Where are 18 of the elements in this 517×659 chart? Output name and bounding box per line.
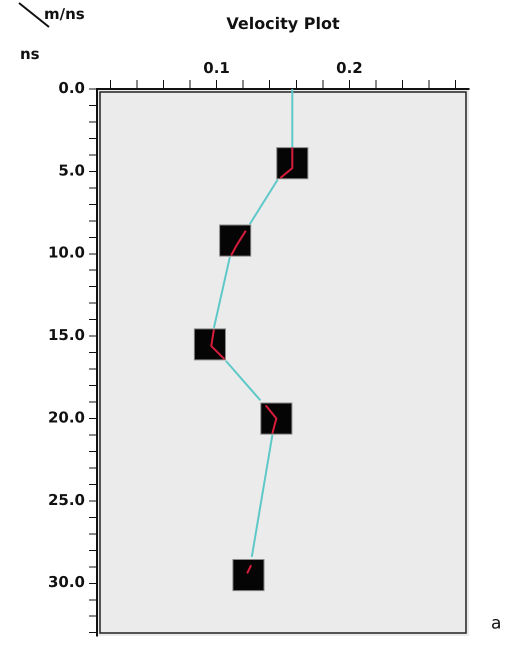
y-axis-title: ns (20, 44, 40, 63)
y-tick-label: 20.0 (48, 408, 85, 426)
y-tick-label: 15.0 (48, 326, 85, 344)
y-tick-label: 0.0 (58, 78, 85, 97)
point (260, 402, 292, 435)
y-tick-label: 5.0 (58, 161, 85, 180)
point (232, 558, 265, 592)
x-axis-title: m/ns (44, 4, 85, 23)
chart-title: Velocity Plot (226, 14, 340, 34)
y-tick-label: 10.0 (48, 244, 85, 262)
point (276, 147, 308, 180)
point (219, 224, 252, 257)
x-tick-label: 0.1 (203, 58, 230, 77)
point (194, 328, 226, 360)
text: a (491, 613, 502, 634)
x-tick-label: 0.2 (336, 58, 363, 77)
y-tick-label: 25.0 (48, 490, 85, 509)
y-tick-label: 30.0 (48, 573, 85, 592)
